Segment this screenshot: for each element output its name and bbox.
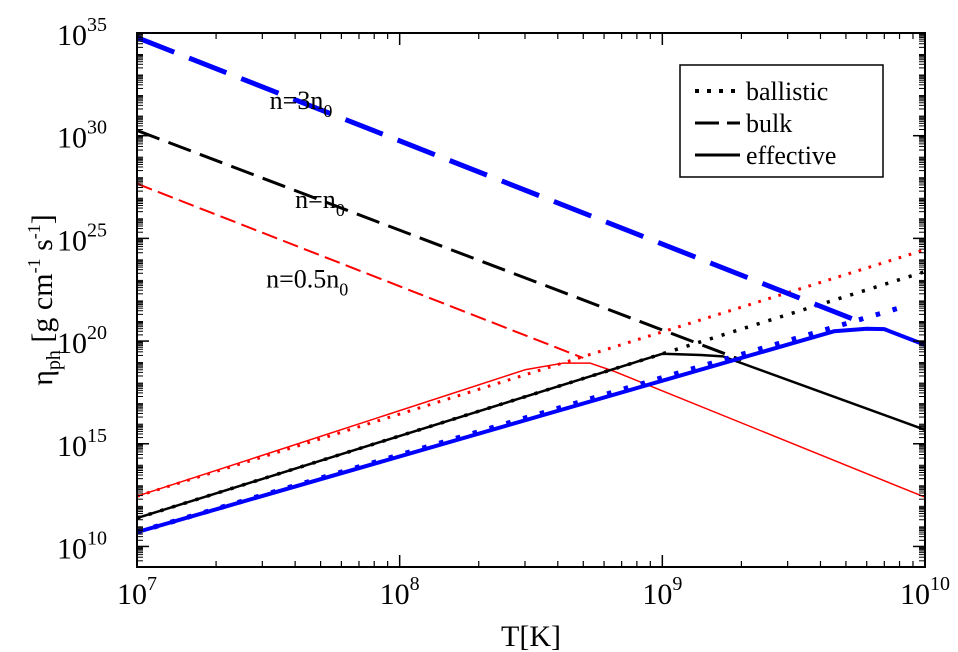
series-line-solid-3: [136, 362, 926, 498]
y-tick-label: 1015: [57, 425, 107, 463]
curve-annotation: n=3n0: [270, 86, 333, 121]
x-axis-title: T[K]: [501, 620, 561, 652]
series-line-dashed-2: [136, 182, 584, 359]
curve-annotation: n=0.5n0: [266, 265, 348, 300]
curve-annotation: n=n0: [295, 185, 345, 220]
y-tick-label: 1010: [57, 527, 107, 565]
y-axis-title: ηph [g cm-1 s-1]: [24, 214, 65, 386]
ticks-layer: [136, 32, 926, 567]
series-layer: [136, 35, 926, 535]
plot-frame: [136, 32, 926, 568]
series-line-dotted-7: [136, 303, 908, 535]
series-line-solid-9: [136, 326, 926, 535]
series-line-dashed-8: [136, 35, 858, 323]
y-axis-title-end: ]: [26, 214, 59, 224]
legend-entries: ballistic bulk effective: [695, 77, 836, 170]
y-tick-label: 1020: [57, 322, 107, 360]
series-line-dashed-5: [136, 129, 742, 362]
y-axis-title-mid: s: [26, 239, 59, 258]
series-line-dotted-1: [136, 248, 926, 498]
y-axis-title-sup1: -1: [24, 258, 44, 273]
y-axis-title-rest: [g cm: [26, 273, 59, 350]
legend: ballistic bulk effective: [679, 64, 884, 178]
series-line-solid-6: [136, 352, 926, 520]
x-tick-label: 108: [380, 573, 420, 611]
y-tick-label: 1030: [57, 117, 107, 155]
y-tick-label: 1035: [57, 14, 107, 52]
x-tick-label: 107: [117, 573, 157, 611]
y-axis-title-main: η: [26, 370, 59, 386]
y-tick-label: 1025: [57, 219, 107, 257]
y-axis-title-sup2: -1: [24, 224, 44, 239]
x-tick-label: 109: [642, 573, 682, 611]
x-tick-label: 1010: [900, 573, 950, 611]
legend-label: effective: [746, 141, 836, 170]
legend-label: ballistic: [746, 77, 828, 106]
y-axis-title-sub: ph: [43, 350, 65, 370]
legend-label: bulk: [746, 109, 792, 138]
legend-box: [679, 64, 884, 178]
labels-layer: 107 108 109 1010 1010 1015 1020 1025 1030 1035 n=3…: [57, 14, 950, 611]
